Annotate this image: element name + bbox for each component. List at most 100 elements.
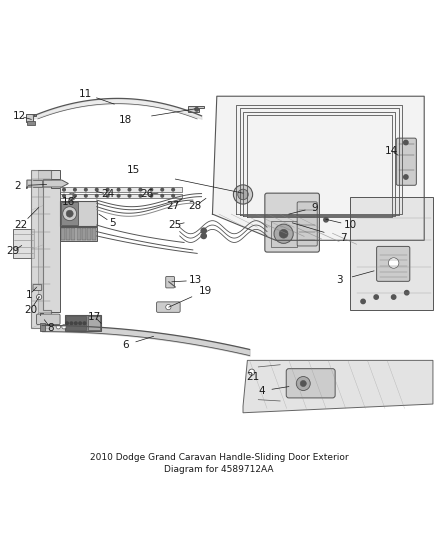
Text: 16: 16: [62, 197, 75, 207]
Circle shape: [79, 322, 81, 325]
FancyBboxPatch shape: [286, 369, 335, 398]
Circle shape: [150, 188, 152, 191]
FancyBboxPatch shape: [265, 193, 319, 252]
Circle shape: [56, 325, 60, 329]
Circle shape: [300, 381, 306, 386]
Text: 24: 24: [101, 189, 114, 199]
Circle shape: [249, 369, 255, 375]
Text: 5: 5: [109, 218, 115, 228]
Circle shape: [150, 195, 152, 197]
Text: 8: 8: [48, 324, 54, 334]
Text: 14: 14: [385, 146, 398, 156]
Circle shape: [238, 189, 248, 200]
FancyBboxPatch shape: [60, 227, 97, 241]
FancyBboxPatch shape: [156, 302, 180, 312]
FancyBboxPatch shape: [27, 120, 35, 125]
FancyBboxPatch shape: [61, 203, 78, 225]
Circle shape: [63, 188, 65, 191]
Circle shape: [279, 229, 288, 238]
Text: 11: 11: [79, 89, 92, 99]
Circle shape: [195, 108, 198, 111]
Circle shape: [374, 295, 378, 299]
FancyBboxPatch shape: [61, 228, 65, 240]
Polygon shape: [27, 180, 68, 189]
FancyBboxPatch shape: [60, 188, 182, 192]
Circle shape: [74, 322, 77, 325]
Circle shape: [201, 228, 206, 233]
Circle shape: [201, 233, 206, 239]
Circle shape: [274, 224, 293, 244]
Text: 3: 3: [336, 276, 343, 286]
Text: 21: 21: [247, 372, 260, 382]
Text: 20: 20: [24, 305, 37, 315]
Circle shape: [389, 258, 399, 268]
Circle shape: [166, 304, 171, 310]
Text: 15: 15: [127, 165, 141, 175]
Circle shape: [404, 140, 408, 144]
Polygon shape: [350, 197, 433, 310]
Circle shape: [139, 195, 142, 197]
Polygon shape: [188, 106, 204, 111]
Circle shape: [74, 195, 76, 197]
FancyBboxPatch shape: [88, 316, 100, 330]
FancyBboxPatch shape: [40, 323, 45, 331]
FancyBboxPatch shape: [66, 316, 86, 330]
FancyBboxPatch shape: [271, 221, 297, 247]
Circle shape: [128, 188, 131, 191]
Polygon shape: [243, 360, 433, 413]
Circle shape: [405, 290, 409, 295]
Circle shape: [117, 188, 120, 191]
Circle shape: [85, 195, 87, 197]
Circle shape: [106, 195, 109, 197]
FancyBboxPatch shape: [60, 193, 182, 198]
FancyBboxPatch shape: [71, 228, 75, 240]
FancyBboxPatch shape: [33, 285, 42, 290]
Circle shape: [62, 325, 66, 329]
Circle shape: [296, 376, 310, 391]
FancyBboxPatch shape: [13, 229, 34, 258]
Circle shape: [324, 217, 328, 222]
Circle shape: [63, 195, 65, 197]
Text: 13: 13: [188, 276, 201, 286]
Circle shape: [66, 210, 73, 217]
Circle shape: [161, 195, 163, 197]
FancyBboxPatch shape: [396, 138, 417, 185]
Text: 1: 1: [26, 290, 32, 300]
Text: 18: 18: [119, 115, 132, 125]
Text: 7: 7: [340, 233, 347, 243]
Text: 9: 9: [312, 203, 318, 213]
FancyBboxPatch shape: [66, 228, 70, 240]
Circle shape: [70, 322, 73, 325]
Polygon shape: [38, 171, 60, 323]
Text: 27: 27: [166, 201, 180, 211]
Text: 10: 10: [343, 220, 357, 230]
FancyBboxPatch shape: [166, 277, 174, 288]
Text: 22: 22: [14, 220, 28, 230]
Circle shape: [106, 188, 109, 191]
FancyBboxPatch shape: [297, 202, 317, 246]
FancyBboxPatch shape: [92, 228, 96, 240]
FancyBboxPatch shape: [87, 228, 91, 240]
Circle shape: [161, 188, 163, 191]
Text: 26: 26: [140, 189, 154, 199]
Circle shape: [117, 195, 120, 197]
FancyBboxPatch shape: [60, 201, 97, 227]
Text: 4: 4: [258, 386, 265, 396]
Circle shape: [392, 295, 396, 299]
Text: 17: 17: [88, 312, 101, 322]
Text: 28: 28: [188, 201, 201, 211]
Text: 12: 12: [12, 111, 26, 121]
Circle shape: [139, 188, 142, 191]
Circle shape: [83, 322, 86, 325]
Circle shape: [128, 195, 131, 197]
Circle shape: [404, 175, 408, 179]
Text: 19: 19: [199, 286, 212, 295]
Text: 25: 25: [169, 220, 182, 230]
Text: 2010 Dodge Grand Caravan Handle-Sliding Door Exterior
Diagram for 4589712AA: 2010 Dodge Grand Caravan Handle-Sliding …: [90, 453, 348, 474]
Text: 29: 29: [6, 246, 20, 256]
FancyBboxPatch shape: [377, 246, 410, 281]
Polygon shape: [212, 96, 424, 240]
FancyBboxPatch shape: [77, 228, 81, 240]
Circle shape: [233, 185, 253, 204]
Text: 2: 2: [14, 181, 21, 191]
